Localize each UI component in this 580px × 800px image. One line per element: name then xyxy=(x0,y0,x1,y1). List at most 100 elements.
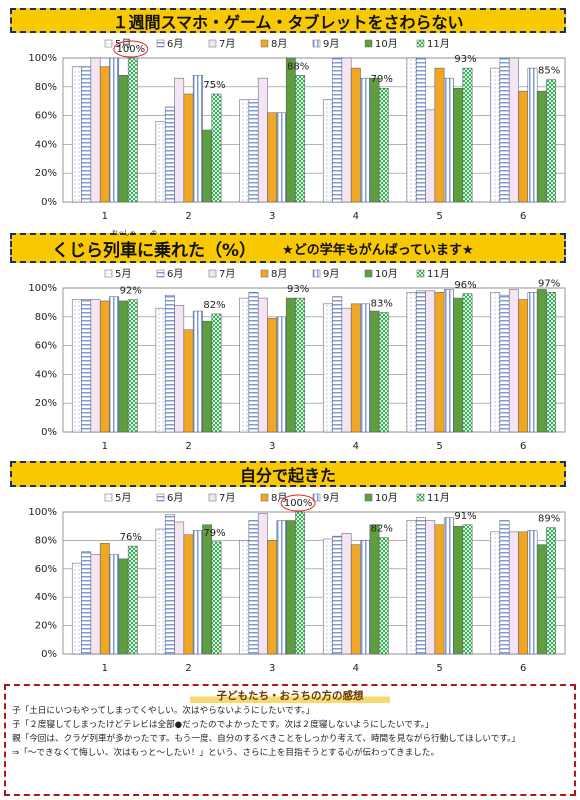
bar xyxy=(453,87,464,203)
x-tick-label: 5 xyxy=(436,663,442,674)
legend-swatch xyxy=(104,493,113,502)
x-tick-label: 4 xyxy=(353,441,359,452)
y-tick-label: 40% xyxy=(35,369,57,380)
y-tick-label: 60% xyxy=(35,564,57,575)
chart-banner: 自分で起きた xyxy=(10,461,566,487)
bar xyxy=(360,77,371,203)
bar xyxy=(248,292,259,433)
value-label: 82% xyxy=(371,524,393,535)
highlight-circle xyxy=(280,494,316,512)
bar xyxy=(332,296,343,433)
highlight-circle xyxy=(113,40,149,58)
bar xyxy=(434,67,445,203)
bar xyxy=(155,307,166,433)
bar xyxy=(462,67,473,203)
value-label: 93% xyxy=(454,54,476,65)
bar xyxy=(71,299,82,433)
bar xyxy=(239,99,250,203)
bar xyxy=(425,109,436,203)
bar xyxy=(192,530,203,655)
legend-swatch xyxy=(364,39,373,48)
bar xyxy=(81,551,92,655)
bar xyxy=(81,66,92,203)
legend-swatch xyxy=(156,493,165,502)
bar xyxy=(360,303,371,433)
bar xyxy=(109,296,120,433)
legend-swatch xyxy=(260,269,269,278)
legend-swatch xyxy=(364,493,373,502)
x-tick-label: 2 xyxy=(185,211,191,222)
bar xyxy=(99,66,110,203)
bar xyxy=(285,297,296,433)
bar xyxy=(378,537,389,655)
bar xyxy=(183,534,194,655)
bar xyxy=(267,540,278,655)
legend-swatch xyxy=(260,493,269,502)
bar xyxy=(109,554,120,655)
bar xyxy=(443,77,454,203)
value-label: 97% xyxy=(538,278,560,289)
bar xyxy=(415,517,426,655)
legend-swatch xyxy=(156,269,165,278)
chart-banner: １週間スマホ・ゲーム・タブレットをさわらない xyxy=(10,8,566,33)
y-tick-label: 20% xyxy=(35,398,57,409)
bar xyxy=(202,320,213,433)
bar xyxy=(109,57,120,203)
bar xyxy=(415,290,426,433)
bar xyxy=(239,297,250,433)
bar xyxy=(276,316,287,433)
bar xyxy=(453,297,464,433)
bar xyxy=(425,290,436,433)
comment-line: 子「２度寝してしまったけどテレビは全部●だったのでよかったです。次は２度寝しない… xyxy=(12,720,434,730)
value-label: 93% xyxy=(287,284,309,295)
value-label: 100% xyxy=(284,498,313,509)
bar xyxy=(546,292,557,433)
bar xyxy=(202,524,213,655)
bar xyxy=(369,310,380,433)
x-tick-label: 2 xyxy=(185,441,191,452)
legend-swatch xyxy=(104,39,113,48)
legend-label: 8月 xyxy=(271,492,287,504)
legend-swatch xyxy=(312,493,321,502)
bar xyxy=(71,562,82,655)
x-tick-label: 1 xyxy=(102,441,108,452)
bar xyxy=(453,525,464,655)
chart-title: 自分で起きた xyxy=(239,466,336,485)
bar xyxy=(406,520,417,655)
value-label: 91% xyxy=(454,511,476,522)
bar xyxy=(239,540,250,655)
bar xyxy=(248,520,259,655)
bar xyxy=(90,299,101,433)
bar xyxy=(341,307,352,433)
bar xyxy=(257,77,268,203)
plot-frame xyxy=(62,287,566,433)
bar xyxy=(174,77,185,203)
bar xyxy=(295,511,306,655)
bar xyxy=(118,558,129,655)
y-tick-label: 0% xyxy=(41,197,57,208)
bar xyxy=(462,524,473,655)
bar xyxy=(183,329,194,433)
y-tick-label: 0% xyxy=(41,649,57,660)
bar xyxy=(490,531,501,655)
y-tick-label: 60% xyxy=(35,341,57,352)
bar xyxy=(499,57,510,203)
legend-label: 10月 xyxy=(375,492,398,504)
bar xyxy=(518,90,529,203)
bar xyxy=(174,521,185,655)
bar xyxy=(174,305,185,433)
bar xyxy=(425,520,436,655)
bar xyxy=(508,289,519,433)
bar xyxy=(155,121,166,203)
bar xyxy=(360,540,371,655)
x-tick-label: 6 xyxy=(520,663,526,674)
bar xyxy=(322,303,333,433)
legend-swatch xyxy=(104,269,113,278)
bar xyxy=(332,535,343,655)
x-tick-label: 1 xyxy=(102,663,108,674)
x-tick-label: 5 xyxy=(436,441,442,452)
bar xyxy=(322,538,333,655)
legend-label: 5月 xyxy=(115,492,131,504)
bar xyxy=(202,129,213,203)
bar xyxy=(527,67,538,203)
